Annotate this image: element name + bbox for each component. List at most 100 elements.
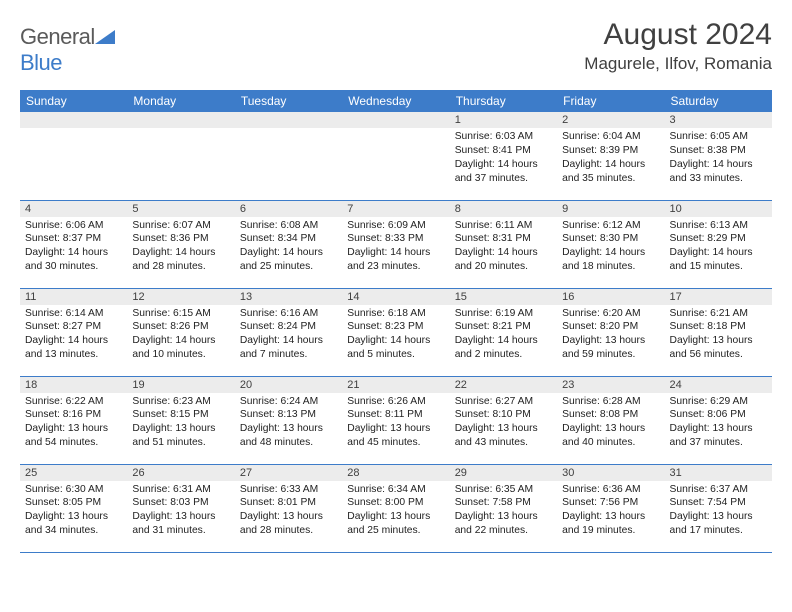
weekday-header: Sunday xyxy=(20,90,127,112)
day-number: 2 xyxy=(557,112,664,128)
calendar-day-cell: 2Sunrise: 6:04 AMSunset: 8:39 PMDaylight… xyxy=(557,112,664,200)
calendar-day-cell: 18Sunrise: 6:22 AMSunset: 8:16 PMDayligh… xyxy=(20,376,127,464)
day-body xyxy=(127,128,234,188)
sunrise-text: Sunrise: 6:13 AM xyxy=(670,219,767,233)
daylight-text-2: and 25 minutes. xyxy=(347,524,444,538)
daylight-text-2: and 5 minutes. xyxy=(347,348,444,362)
day-number: 7 xyxy=(342,201,449,217)
day-number: 30 xyxy=(557,465,664,481)
day-body: Sunrise: 6:05 AMSunset: 8:38 PMDaylight:… xyxy=(665,128,772,188)
daylight-text-2: and 54 minutes. xyxy=(25,436,122,450)
calendar-day-cell: 28Sunrise: 6:34 AMSunset: 8:00 PMDayligh… xyxy=(342,464,449,552)
sunset-text: Sunset: 8:24 PM xyxy=(240,320,337,334)
daylight-text-1: Daylight: 14 hours xyxy=(25,246,122,260)
sunrise-text: Sunrise: 6:12 AM xyxy=(562,219,659,233)
weekday-header: Thursday xyxy=(450,90,557,112)
sunrise-text: Sunrise: 6:31 AM xyxy=(132,483,229,497)
day-body: Sunrise: 6:14 AMSunset: 8:27 PMDaylight:… xyxy=(20,305,127,365)
daylight-text-1: Daylight: 13 hours xyxy=(132,422,229,436)
calendar-day-cell xyxy=(342,112,449,200)
day-body: Sunrise: 6:11 AMSunset: 8:31 PMDaylight:… xyxy=(450,217,557,277)
calendar-day-cell: 16Sunrise: 6:20 AMSunset: 8:20 PMDayligh… xyxy=(557,288,664,376)
sunset-text: Sunset: 8:37 PM xyxy=(25,232,122,246)
weekday-header: Saturday xyxy=(665,90,772,112)
sunset-text: Sunset: 8:05 PM xyxy=(25,496,122,510)
day-number: 26 xyxy=(127,465,234,481)
sunset-text: Sunset: 8:39 PM xyxy=(562,144,659,158)
calendar-day-cell: 6Sunrise: 6:08 AMSunset: 8:34 PMDaylight… xyxy=(235,200,342,288)
daylight-text-2: and 35 minutes. xyxy=(562,172,659,186)
sunset-text: Sunset: 8:11 PM xyxy=(347,408,444,422)
brand-part1: General xyxy=(20,24,95,49)
sunrise-text: Sunrise: 6:27 AM xyxy=(455,395,552,409)
day-number: 23 xyxy=(557,377,664,393)
sunset-text: Sunset: 7:58 PM xyxy=(455,496,552,510)
sunset-text: Sunset: 8:34 PM xyxy=(240,232,337,246)
sunset-text: Sunset: 8:03 PM xyxy=(132,496,229,510)
calendar-day-cell xyxy=(20,112,127,200)
sunset-text: Sunset: 8:29 PM xyxy=(670,232,767,246)
sunset-text: Sunset: 8:41 PM xyxy=(455,144,552,158)
day-body: Sunrise: 6:33 AMSunset: 8:01 PMDaylight:… xyxy=(235,481,342,541)
day-body: Sunrise: 6:22 AMSunset: 8:16 PMDaylight:… xyxy=(20,393,127,453)
day-body: Sunrise: 6:26 AMSunset: 8:11 PMDaylight:… xyxy=(342,393,449,453)
sunrise-text: Sunrise: 6:23 AM xyxy=(132,395,229,409)
sunrise-text: Sunrise: 6:08 AM xyxy=(240,219,337,233)
calendar-day-cell: 9Sunrise: 6:12 AMSunset: 8:30 PMDaylight… xyxy=(557,200,664,288)
day-body: Sunrise: 6:37 AMSunset: 7:54 PMDaylight:… xyxy=(665,481,772,541)
location-text: Magurele, Ilfov, Romania xyxy=(584,54,772,74)
day-number-bar xyxy=(127,112,234,128)
daylight-text-2: and 30 minutes. xyxy=(25,260,122,274)
daylight-text-1: Daylight: 14 hours xyxy=(132,334,229,348)
daylight-text-1: Daylight: 14 hours xyxy=(240,334,337,348)
page-header: GeneralBlue August 2024 Magurele, Ilfov,… xyxy=(20,18,772,76)
sunrise-text: Sunrise: 6:07 AM xyxy=(132,219,229,233)
calendar-day-cell: 23Sunrise: 6:28 AMSunset: 8:08 PMDayligh… xyxy=(557,376,664,464)
day-number: 4 xyxy=(20,201,127,217)
day-body: Sunrise: 6:13 AMSunset: 8:29 PMDaylight:… xyxy=(665,217,772,277)
sunrise-text: Sunrise: 6:29 AM xyxy=(670,395,767,409)
daylight-text-2: and 25 minutes. xyxy=(240,260,337,274)
day-body: Sunrise: 6:24 AMSunset: 8:13 PMDaylight:… xyxy=(235,393,342,453)
daylight-text-1: Daylight: 13 hours xyxy=(240,510,337,524)
day-body: Sunrise: 6:16 AMSunset: 8:24 PMDaylight:… xyxy=(235,305,342,365)
daylight-text-2: and 33 minutes. xyxy=(670,172,767,186)
day-number: 21 xyxy=(342,377,449,393)
title-block: August 2024 Magurele, Ilfov, Romania xyxy=(584,18,772,74)
day-number: 9 xyxy=(557,201,664,217)
calendar-day-cell: 7Sunrise: 6:09 AMSunset: 8:33 PMDaylight… xyxy=(342,200,449,288)
day-body: Sunrise: 6:28 AMSunset: 8:08 PMDaylight:… xyxy=(557,393,664,453)
day-body: Sunrise: 6:08 AMSunset: 8:34 PMDaylight:… xyxy=(235,217,342,277)
day-number: 18 xyxy=(20,377,127,393)
calendar-week-row: 4Sunrise: 6:06 AMSunset: 8:37 PMDaylight… xyxy=(20,200,772,288)
day-number: 24 xyxy=(665,377,772,393)
day-number: 11 xyxy=(20,289,127,305)
sunset-text: Sunset: 7:56 PM xyxy=(562,496,659,510)
calendar-body: 1Sunrise: 6:03 AMSunset: 8:41 PMDaylight… xyxy=(20,112,772,552)
sunrise-text: Sunrise: 6:26 AM xyxy=(347,395,444,409)
weekday-header: Monday xyxy=(127,90,234,112)
sunrise-text: Sunrise: 6:33 AM xyxy=(240,483,337,497)
daylight-text-2: and 15 minutes. xyxy=(670,260,767,274)
day-number: 20 xyxy=(235,377,342,393)
calendar-day-cell: 1Sunrise: 6:03 AMSunset: 8:41 PMDaylight… xyxy=(450,112,557,200)
day-number: 22 xyxy=(450,377,557,393)
calendar-day-cell: 5Sunrise: 6:07 AMSunset: 8:36 PMDaylight… xyxy=(127,200,234,288)
day-number: 14 xyxy=(342,289,449,305)
sunrise-text: Sunrise: 6:37 AM xyxy=(670,483,767,497)
sunset-text: Sunset: 8:01 PM xyxy=(240,496,337,510)
calendar-day-cell: 3Sunrise: 6:05 AMSunset: 8:38 PMDaylight… xyxy=(665,112,772,200)
day-body: Sunrise: 6:15 AMSunset: 8:26 PMDaylight:… xyxy=(127,305,234,365)
daylight-text-2: and 10 minutes. xyxy=(132,348,229,362)
daylight-text-1: Daylight: 13 hours xyxy=(25,422,122,436)
daylight-text-1: Daylight: 13 hours xyxy=(25,510,122,524)
sunrise-text: Sunrise: 6:28 AM xyxy=(562,395,659,409)
day-number: 27 xyxy=(235,465,342,481)
daylight-text-1: Daylight: 14 hours xyxy=(562,158,659,172)
calendar-day-cell: 13Sunrise: 6:16 AMSunset: 8:24 PMDayligh… xyxy=(235,288,342,376)
daylight-text-1: Daylight: 13 hours xyxy=(132,510,229,524)
daylight-text-2: and 28 minutes. xyxy=(132,260,229,274)
day-number: 13 xyxy=(235,289,342,305)
sunset-text: Sunset: 7:54 PM xyxy=(670,496,767,510)
sunrise-text: Sunrise: 6:11 AM xyxy=(455,219,552,233)
